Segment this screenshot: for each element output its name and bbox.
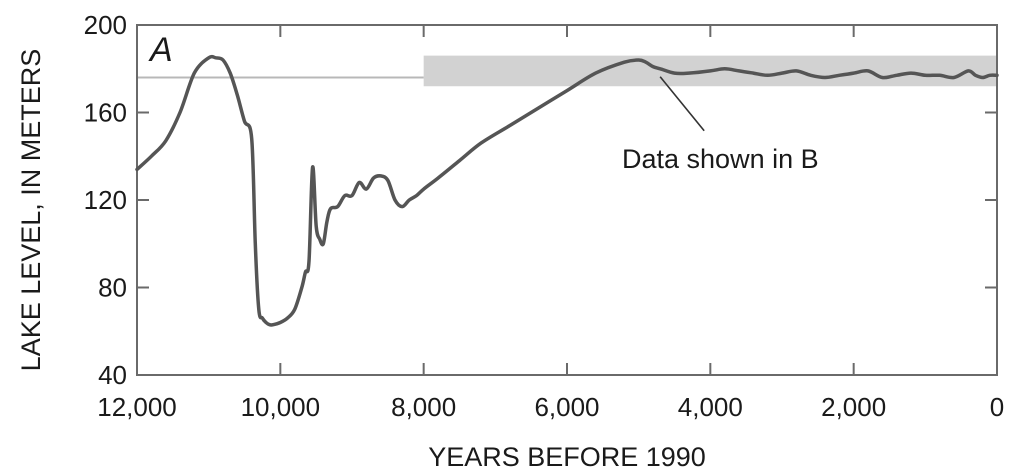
y-tick-label: 200 <box>84 10 127 40</box>
tick-layer: 12,000 10,000 8,000 6,000 4,000 2,000 0 40 80 120… <box>84 10 1005 422</box>
y-tick-label: 120 <box>84 185 127 215</box>
x-tick-label: 6,000 <box>534 392 599 422</box>
annotation-text: Data shown in B <box>622 144 819 174</box>
x-tick-label: 2,000 <box>821 392 886 422</box>
x-tick-label: 12,000 <box>97 392 177 422</box>
x-tick-label: 10,000 <box>241 392 321 422</box>
x-tick-label: 0 <box>990 392 1004 422</box>
y-tick-label: 160 <box>84 98 127 128</box>
series-layer <box>135 54 999 327</box>
y-axis-title: LAKE LEVEL, IN METERS <box>16 49 46 372</box>
y-tick-label: 40 <box>98 360 127 390</box>
annotation-leader <box>659 76 705 132</box>
panel-label: A <box>148 31 173 69</box>
lake-level-line <box>135 54 999 327</box>
y-tick-label: 80 <box>98 273 127 303</box>
annotation-layer: Data shown in B <box>622 76 819 174</box>
x-axis-title: YEARS BEFORE 1990 <box>428 442 706 472</box>
x-tick-label: 4,000 <box>678 392 743 422</box>
x-tick-label: 8,000 <box>391 392 456 422</box>
